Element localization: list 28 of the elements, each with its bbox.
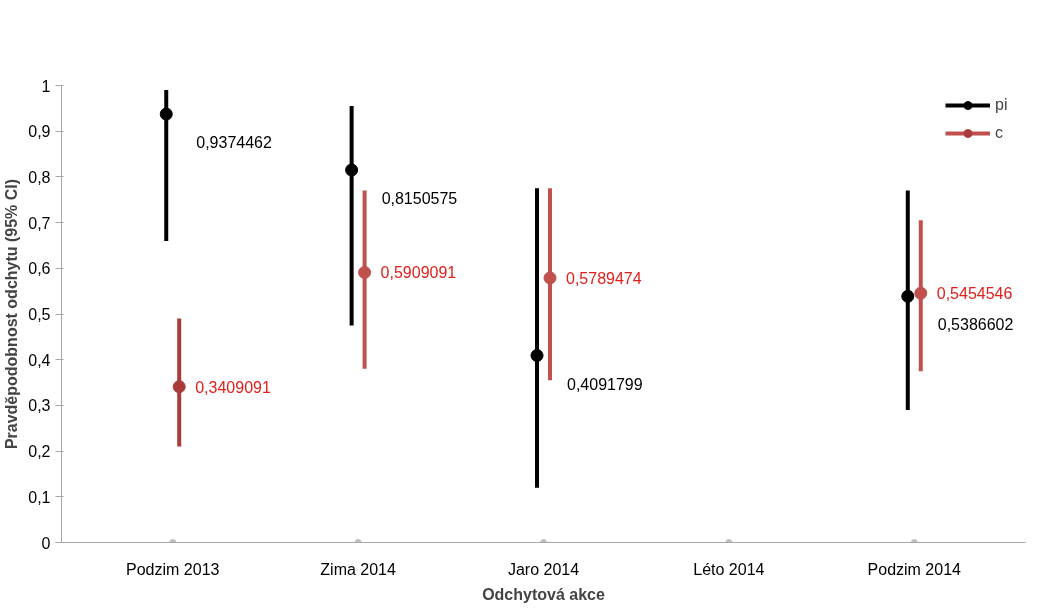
x-tick-label: Zima 2014 <box>320 560 397 578</box>
y-tick-label: 0,6 <box>28 260 51 278</box>
y-tick-label: 0,7 <box>28 214 51 232</box>
y-tick-label: 0,1 <box>28 488 51 506</box>
x-axis-title: Odchytová akce <box>482 585 605 603</box>
x-tick-label: Podzim 2014 <box>867 560 962 578</box>
y-tick-label: 0,2 <box>28 443 51 461</box>
data-label: 0,5789474 <box>565 269 642 287</box>
x-tick-label: Jaro 2014 <box>507 560 580 578</box>
y-axis-title: Pravděpodobnost odchytu (95% CI) <box>3 178 21 450</box>
data-label: 0,9374462 <box>196 134 272 152</box>
y-tick-label: 0 <box>41 534 51 552</box>
data-label: 0,3409091 <box>195 378 271 396</box>
data-label: 0,8150575 <box>381 190 458 208</box>
y-tick-label: 0,3 <box>28 397 51 415</box>
data-label: 0,4091799 <box>567 375 643 393</box>
x-tick-label: Podzim 2013 <box>126 560 220 578</box>
y-tick-label: 1 <box>41 77 51 95</box>
x-tick-label: Léto 2014 <box>693 560 765 578</box>
data-label: 0,5454546 <box>936 285 1013 303</box>
legend-label: pi <box>995 96 1009 114</box>
data-label: 0,5386602 <box>937 316 1014 334</box>
y-tick-label: 0,9 <box>28 123 51 141</box>
y-tick-label: 0,5 <box>28 306 51 323</box>
legend-label: c <box>995 124 1004 142</box>
y-tick-label: 0,8 <box>28 168 51 186</box>
data-label: 0,5909091 <box>380 264 457 282</box>
y-tick-label: 0,4 <box>28 351 51 369</box>
